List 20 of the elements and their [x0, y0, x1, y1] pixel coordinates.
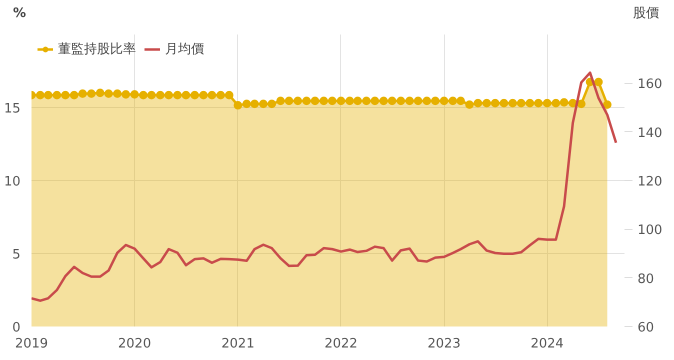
- y2-tick-label: 100: [638, 223, 662, 238]
- x-tick-label: 2021: [221, 336, 254, 352]
- y2-tick-label: 60: [638, 320, 654, 336]
- y-tick-label: 0: [12, 320, 21, 336]
- x-tick-label: 2024: [530, 336, 564, 352]
- y-tick-label: 10: [4, 174, 21, 190]
- x-tick-label: 2019: [14, 336, 48, 352]
- y-axis-title: %: [13, 5, 26, 23]
- y-tick-label: 5: [12, 248, 21, 262]
- legend-label: 董監持股比率: [58, 41, 136, 58]
- y2-tick-label: 160: [638, 77, 662, 92]
- x-tick-label: 2023: [428, 336, 461, 352]
- y2-tick-label: 120: [638, 174, 662, 190]
- y-tick-label: 15: [4, 102, 21, 116]
- y2-tick-label: 80: [638, 272, 654, 287]
- y2-axis-title: 股價: [633, 5, 659, 23]
- legend-label: 月均價: [165, 41, 204, 58]
- y2-tick-label: 140: [638, 126, 662, 141]
- x-tick-label: 2020: [118, 336, 152, 352]
- x-tick-label: 2022: [324, 336, 358, 352]
